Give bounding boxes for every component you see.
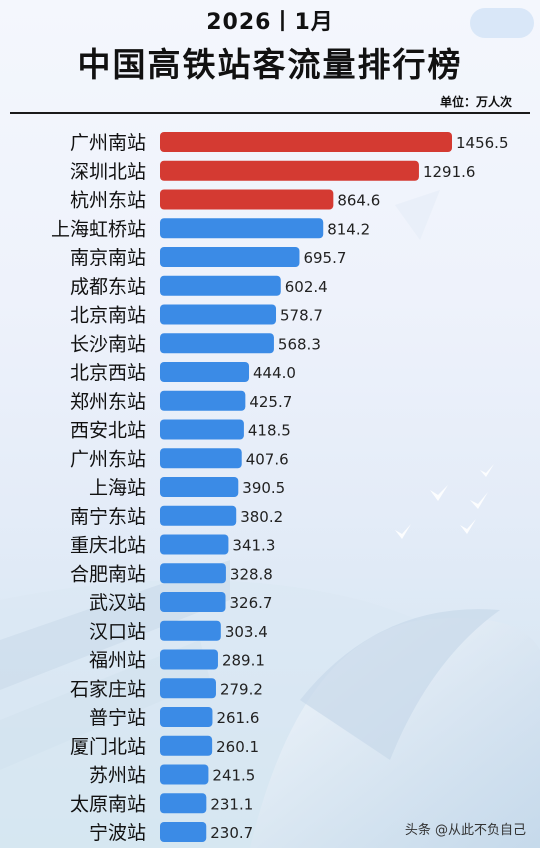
value-label: 230.7 [210, 824, 253, 842]
bar [160, 218, 324, 239]
category-label: 深圳北站 [70, 161, 146, 183]
category-label: 北京南站 [70, 305, 146, 327]
bar [160, 505, 237, 526]
category-label: 武汉站 [89, 592, 146, 614]
bar [160, 793, 207, 814]
value-label: 864.6 [337, 192, 380, 210]
value-label: 444.0 [253, 364, 296, 382]
value-label: 231.1 [210, 795, 253, 813]
chart-title: 中国高铁站客流量排行榜 [77, 45, 463, 84]
category-label: 南宁东站 [70, 506, 146, 528]
value-label: 289.1 [222, 652, 265, 670]
category-label: 杭州东站 [70, 190, 146, 212]
category-label: 郑州东站 [70, 391, 146, 413]
category-label: 厦门北站 [70, 736, 146, 758]
bar [160, 275, 281, 296]
value-label: 1291.6 [423, 163, 476, 181]
value-label: 303.4 [225, 623, 268, 641]
bar [160, 390, 246, 411]
category-label: 广州东站 [70, 448, 146, 470]
value-label: 261.6 [216, 709, 259, 727]
chart-date: 2026丨1月 [206, 10, 334, 35]
category-label: 汉口站 [89, 621, 146, 643]
category-label: 苏州站 [89, 765, 146, 787]
value-label: 241.5 [212, 767, 255, 785]
category-label: 上海虹桥站 [51, 218, 146, 240]
bar [160, 592, 226, 612]
bar [160, 735, 213, 756]
category-label: 上海站 [89, 477, 146, 499]
value-label: 425.7 [249, 393, 292, 411]
bar [160, 419, 244, 440]
category-label: 广州南站 [70, 132, 146, 154]
header-divider [10, 112, 530, 114]
bar [160, 333, 274, 354]
category-label: 太原南站 [70, 793, 146, 815]
bar [160, 649, 218, 670]
category-label: 合肥南站 [70, 563, 146, 585]
value-label: 1456.5 [456, 134, 509, 152]
category-label: 石家庄站 [70, 678, 146, 700]
watermark: 头条 @从此不负自己 [404, 823, 526, 838]
category-label: 福州站 [89, 650, 146, 672]
value-label: 380.2 [240, 508, 283, 526]
category-label: 普宁站 [89, 707, 146, 729]
bar [160, 247, 300, 267]
bar [160, 448, 242, 469]
value-label: 695.7 [303, 249, 346, 267]
category-label: 宁波站 [89, 822, 146, 844]
unit-label: 单位：万人次 [439, 95, 512, 109]
value-label: 578.7 [280, 307, 323, 325]
value-label: 418.5 [248, 422, 291, 440]
value-label: 407.6 [246, 450, 289, 468]
bar [160, 160, 419, 181]
bar [160, 362, 250, 382]
value-label: 279.2 [220, 680, 263, 698]
bar [160, 304, 277, 325]
value-label: 341.3 [232, 537, 275, 555]
bar [160, 477, 239, 497]
category-label: 南京南站 [70, 247, 146, 269]
value-label: 326.7 [229, 594, 272, 612]
bar [160, 132, 452, 152]
bar [160, 534, 229, 555]
bar [160, 189, 334, 210]
category-label: 西安北站 [70, 420, 146, 442]
value-label: 260.1 [216, 738, 259, 756]
bar [160, 822, 207, 842]
value-label: 568.3 [278, 335, 321, 353]
category-label: 重庆北站 [70, 535, 146, 557]
value-label: 328.8 [230, 565, 273, 583]
bar [160, 764, 209, 785]
value-label: 390.5 [242, 479, 285, 497]
category-label: 北京西站 [70, 362, 146, 384]
bar [160, 563, 226, 584]
value-label: 602.4 [285, 278, 328, 296]
category-label: 成都东站 [70, 276, 146, 298]
bar [160, 620, 221, 641]
bar [160, 678, 216, 699]
category-label: 长沙南站 [70, 333, 146, 355]
value-label: 814.2 [327, 220, 370, 238]
bar [160, 707, 213, 727]
header-decoration-right [470, 8, 534, 38]
